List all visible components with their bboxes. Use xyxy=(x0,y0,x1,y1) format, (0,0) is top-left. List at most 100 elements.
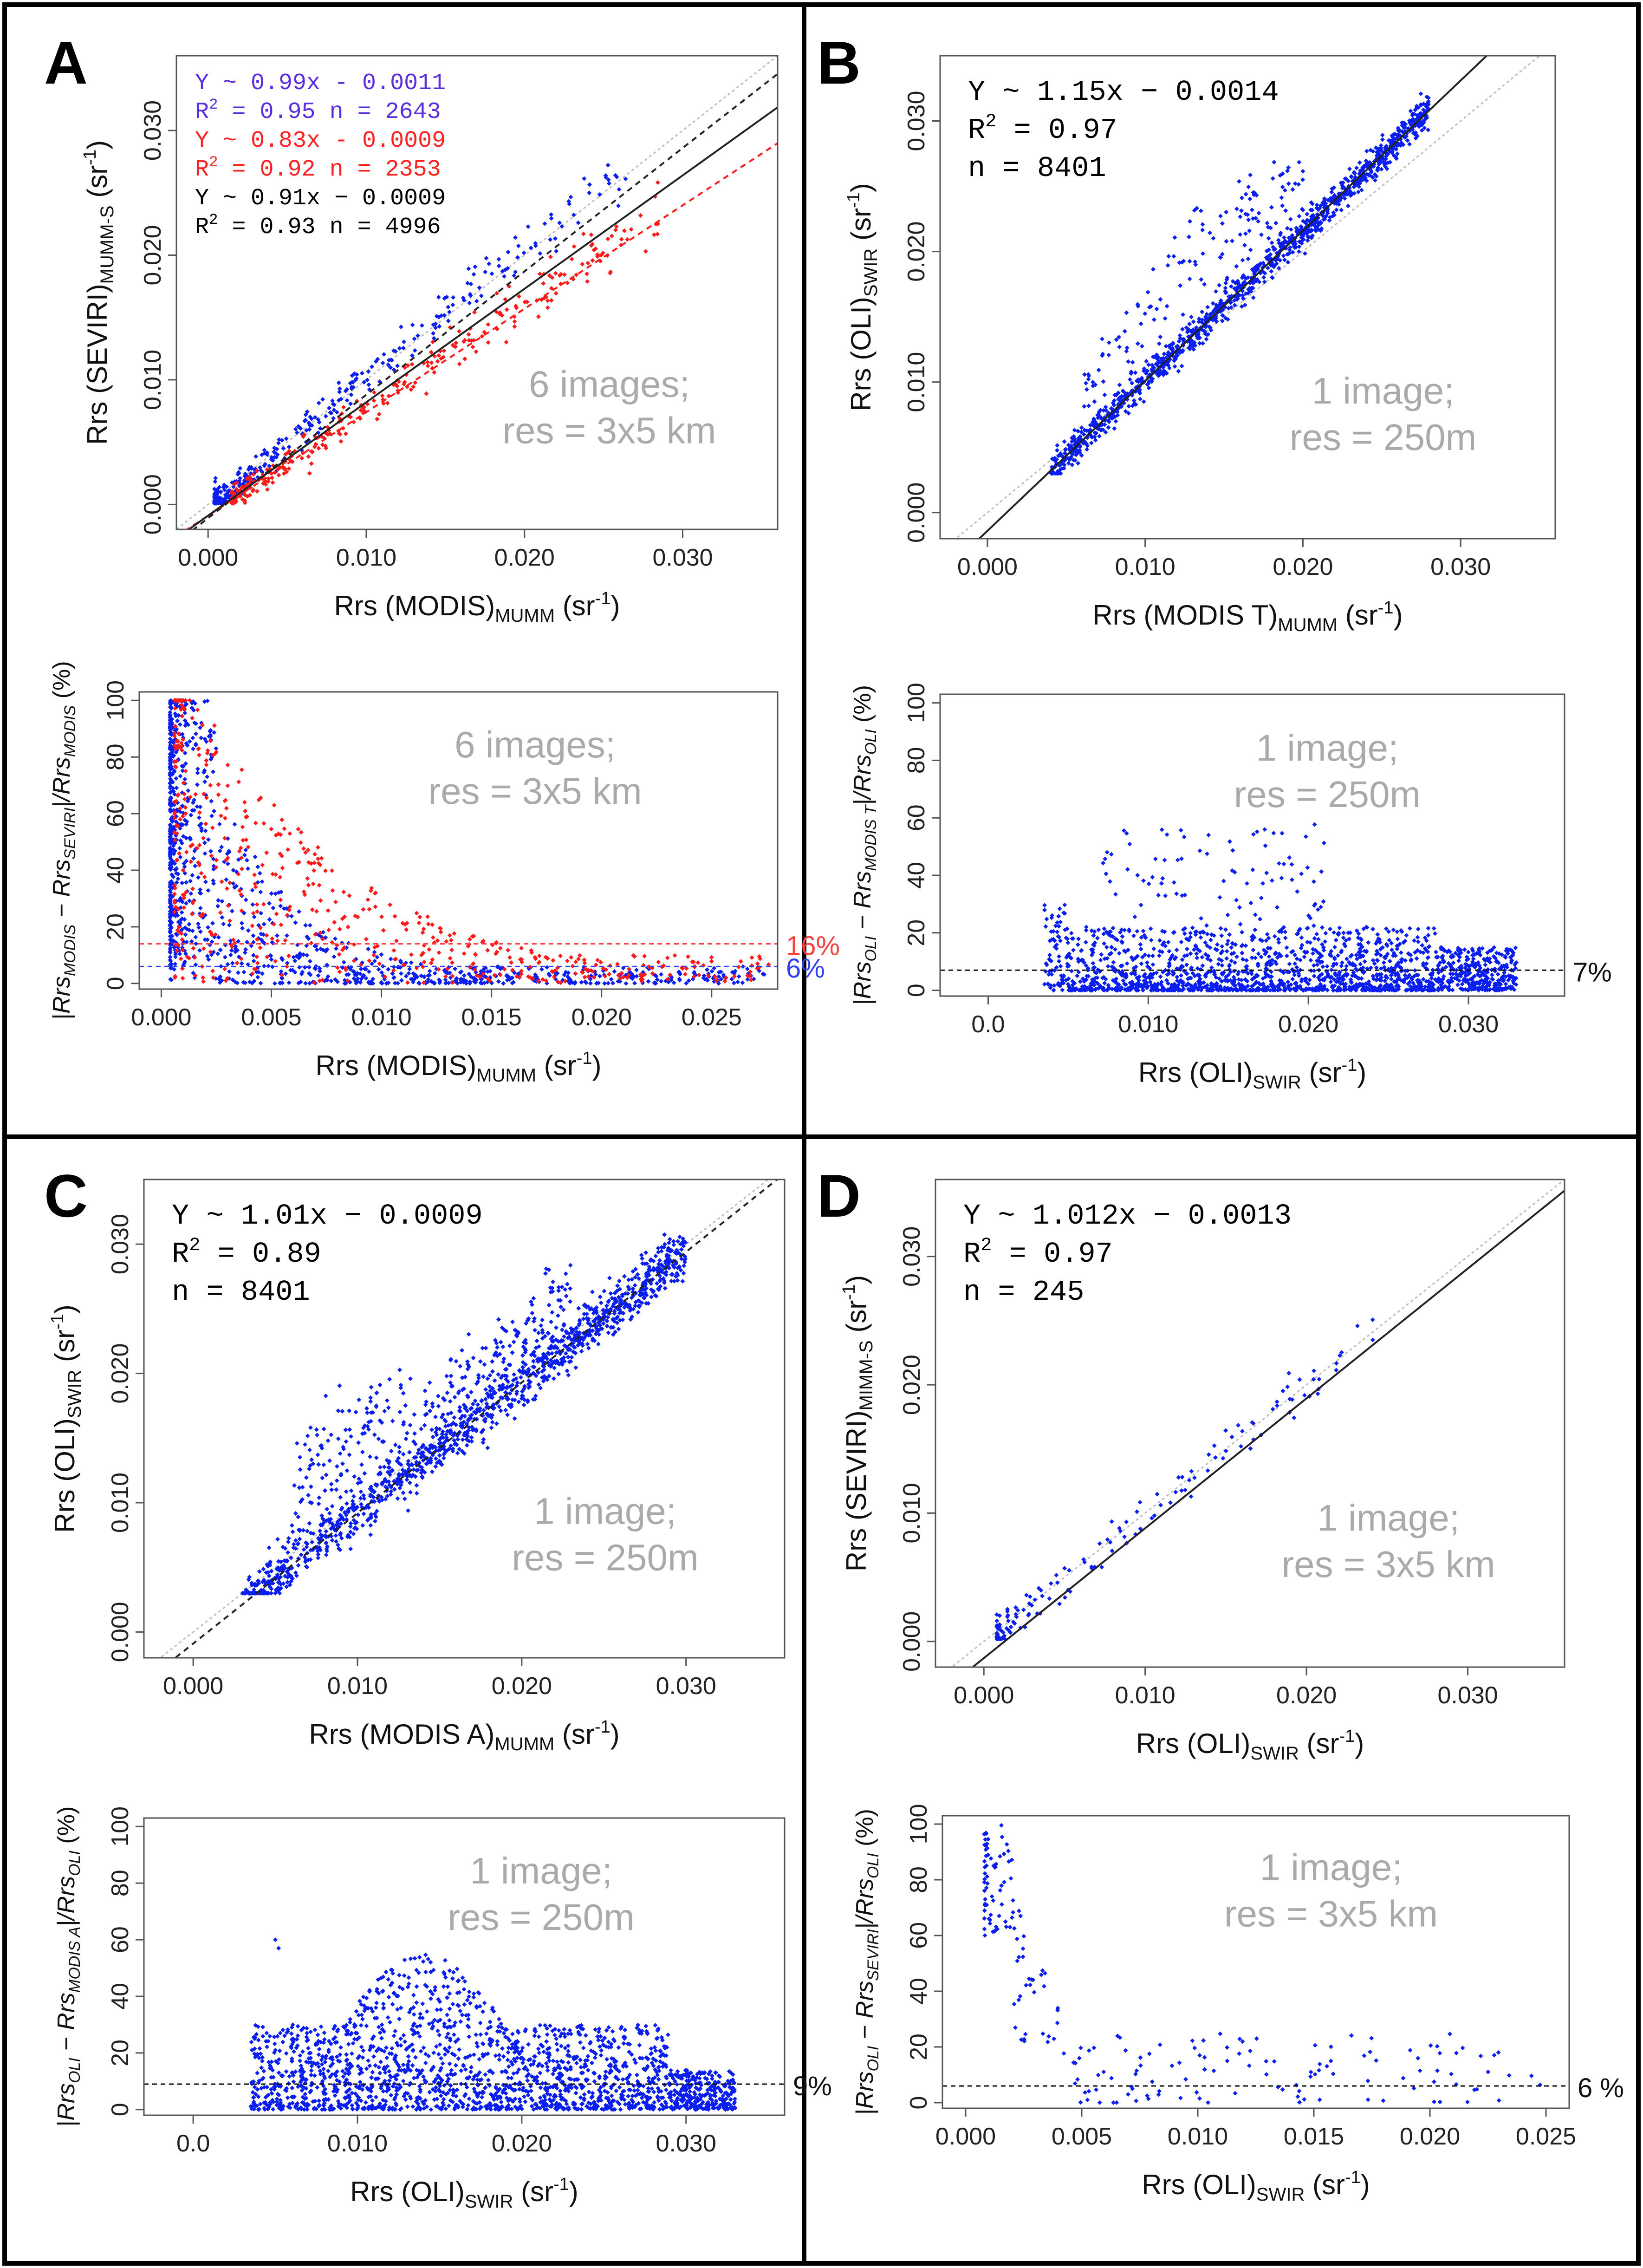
data-point xyxy=(1110,934,1115,939)
data-point xyxy=(198,891,203,896)
data-point xyxy=(477,285,482,290)
data-point xyxy=(391,968,396,973)
data-point xyxy=(1418,91,1423,96)
data-point xyxy=(203,880,208,885)
data-point xyxy=(465,280,470,286)
data-point xyxy=(506,948,511,953)
data-point xyxy=(217,821,222,827)
data-point xyxy=(370,364,375,369)
data-point xyxy=(170,772,175,777)
x-tick-label: 0.000 xyxy=(957,554,1018,580)
data-point xyxy=(370,961,375,966)
r-squared: R2 = 0.92 n = 2353 xyxy=(195,154,441,183)
data-point xyxy=(1281,970,1286,975)
data-point xyxy=(1124,973,1129,978)
data-point xyxy=(584,271,590,276)
data-point xyxy=(1187,339,1192,345)
data-point xyxy=(219,978,224,983)
data-point xyxy=(377,961,382,966)
r-squared-exponent: 2 xyxy=(985,111,996,132)
data-point xyxy=(250,971,255,976)
data-point xyxy=(184,835,189,841)
data-point xyxy=(526,224,531,229)
panel-letter: A xyxy=(44,29,88,97)
data-point xyxy=(242,800,247,805)
plot-frame xyxy=(939,55,1556,540)
data-point xyxy=(447,933,452,938)
data-point xyxy=(243,808,248,814)
data-point xyxy=(597,192,602,197)
y-tick-label: 0.020 xyxy=(903,222,930,282)
data-point xyxy=(386,358,391,363)
data-point xyxy=(1066,951,1072,956)
data-point xyxy=(206,925,210,930)
data-point xyxy=(1140,955,1145,960)
data-point xyxy=(596,980,601,985)
data-point xyxy=(1240,930,1245,935)
data-point xyxy=(1311,963,1316,968)
data-point xyxy=(1512,987,1517,992)
data-point xyxy=(519,969,524,973)
data-point xyxy=(168,835,173,840)
data-point xyxy=(366,969,371,974)
data-point xyxy=(316,400,321,405)
data-point xyxy=(1193,343,1198,348)
data-point xyxy=(182,777,188,782)
data-point xyxy=(1366,940,1371,945)
data-point xyxy=(168,712,173,717)
data-point xyxy=(496,257,501,262)
data-point xyxy=(250,923,255,928)
data-point xyxy=(1315,962,1320,967)
data-point xyxy=(1187,346,1192,352)
data-point xyxy=(239,892,244,897)
data-point xyxy=(193,743,198,748)
plot-area xyxy=(176,56,778,529)
r-squared-symbol: R xyxy=(195,156,209,183)
data-point xyxy=(519,957,524,962)
data-point xyxy=(486,322,491,327)
data-point xyxy=(260,879,265,884)
data-point xyxy=(1240,258,1245,263)
data-point xyxy=(297,909,302,914)
data-point xyxy=(470,345,475,350)
data-point xyxy=(213,476,218,481)
data-point xyxy=(179,743,184,749)
data-point xyxy=(203,821,208,826)
data-point xyxy=(504,307,509,312)
data-point xyxy=(1237,905,1242,910)
data-point xyxy=(473,952,478,957)
data-point xyxy=(222,966,227,971)
data-point xyxy=(519,971,524,977)
data-point xyxy=(392,914,397,919)
data-point xyxy=(1410,111,1416,117)
data-point xyxy=(1249,955,1254,960)
data-point xyxy=(262,463,267,469)
data-point xyxy=(1378,143,1383,148)
data-point xyxy=(1138,321,1143,326)
data-point xyxy=(554,248,559,254)
plot-frame xyxy=(138,691,779,990)
data-point xyxy=(1400,123,1405,128)
data-point xyxy=(348,401,353,406)
data-point xyxy=(1107,415,1112,420)
data-point xyxy=(559,224,565,229)
data-point xyxy=(174,871,179,876)
data-point xyxy=(533,972,538,977)
data-point xyxy=(302,432,307,437)
x-axis-label: Rrs (MODIS T)MUMM (sr-1) xyxy=(1092,598,1403,635)
data-point xyxy=(193,863,198,868)
data-point xyxy=(598,253,604,258)
data-point xyxy=(366,369,371,374)
data-point xyxy=(1091,383,1096,388)
y-axis-label-subscript: SWIR xyxy=(861,248,881,297)
data-point xyxy=(516,243,521,248)
reference-line-label: 6% xyxy=(786,953,825,984)
data-point xyxy=(362,379,367,385)
error-label-sub-a: MODIS xyxy=(61,924,79,976)
data-point xyxy=(357,971,363,976)
data-point xyxy=(208,734,213,739)
y-axis-label: Rrs (OLI)SWIR (sr-1) xyxy=(844,183,881,411)
data-point xyxy=(1100,353,1105,358)
regression-line-red xyxy=(185,142,778,529)
data-point xyxy=(399,978,404,983)
